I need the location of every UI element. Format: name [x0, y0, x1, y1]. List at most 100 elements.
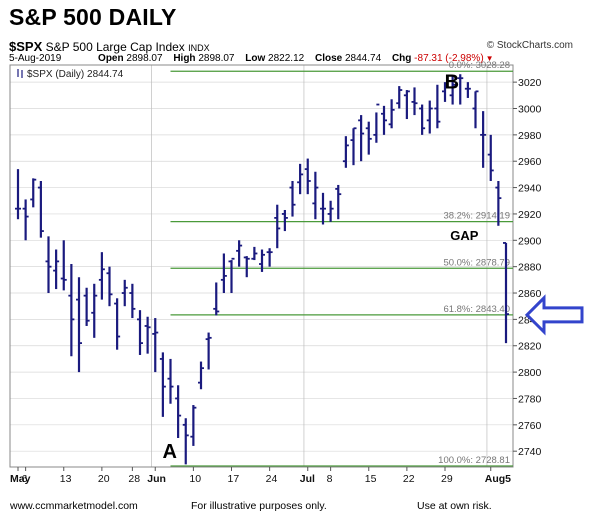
y-tick-label: 2800	[518, 367, 542, 379]
ohlc-bar	[381, 105, 387, 135]
ohlc-bar	[464, 82, 471, 98]
ohlc-bar	[167, 358, 174, 404]
left-arrow-icon	[524, 294, 584, 336]
ohlc-bar	[403, 90, 410, 120]
source-credit: © StockCharts.com	[486, 40, 573, 51]
change-stat: Chg -87.31 (-2.98%) ▼	[391, 53, 494, 64]
ohlc-bar	[152, 318, 159, 373]
ohlc-bar	[45, 236, 52, 294]
annotations: A B GAP	[17, 69, 584, 463]
ohlc-bar	[274, 204, 281, 249]
x-tick-label: Jul	[300, 473, 315, 485]
ohlc-bar	[106, 266, 113, 307]
x-tick-label: 24	[266, 473, 278, 485]
ohlc-bar	[114, 298, 121, 350]
y-tick-label: 2740	[518, 446, 542, 458]
ohlc-bar	[480, 111, 487, 168]
x-tick-label: 29	[441, 473, 453, 485]
ohlc-bars	[15, 74, 509, 465]
y-tick-label: 2820	[518, 341, 542, 353]
legend-text: $SPX (Daily) 2844.74	[27, 69, 124, 80]
fib-label: 100.0%: 2728.81	[438, 455, 510, 466]
x-tick-label: 15	[365, 473, 377, 485]
ticker-symbol: $SPX	[9, 39, 43, 54]
exchange-label: INDX	[188, 43, 210, 53]
ohlc-bar	[342, 136, 349, 168]
plot-border	[9, 64, 514, 468]
x-tick-label: 13	[60, 473, 72, 485]
x-tick-label: 22	[403, 473, 415, 485]
ohlc-bar	[335, 184, 342, 220]
ohlc-bar	[243, 256, 250, 278]
y-tick-label: 2860	[518, 288, 542, 300]
ohlc-bar	[304, 158, 311, 195]
ohlc-bar	[22, 199, 29, 241]
ohlc-bar	[495, 180, 502, 226]
high-stat: High 2898.07	[173, 53, 235, 64]
ohlc-bar	[213, 282, 220, 316]
ohlc-bar	[350, 127, 357, 166]
ohlc-bar	[190, 405, 197, 446]
x-tick-label: May	[10, 473, 31, 485]
x-tick-label: Jun	[147, 473, 166, 485]
index-name: S&P 500 Large Cap Index	[45, 40, 185, 54]
ohlc-bar	[487, 134, 494, 181]
ohlc-bar	[312, 171, 319, 220]
x-tick-label: 10	[189, 473, 201, 485]
y-tick-label: 2940	[518, 183, 542, 195]
axes: 2740276027802800282028402860288029002920…	[10, 77, 542, 485]
ohlc-bar	[37, 180, 44, 238]
annotation-gap: GAP	[450, 228, 479, 243]
ohlc-bar	[281, 209, 288, 232]
fib-label: 61.8%: 2843.40	[443, 304, 510, 315]
ohlc-bar	[137, 310, 143, 355]
x-tick-label: Aug5	[485, 473, 511, 485]
y-tick-label: 2920	[518, 209, 542, 221]
ohlc-bar	[91, 283, 98, 338]
fib-label: 0.0%: 3028.28	[449, 60, 510, 71]
ohlc-bar	[289, 180, 296, 217]
down-triangle-icon: ▼	[485, 54, 494, 63]
ohlc-bar	[236, 240, 243, 267]
ohlc-bar	[320, 192, 326, 225]
footer-risk: Use at own risk.	[417, 500, 492, 512]
y-tick-label: 2980	[518, 130, 542, 142]
ohlc-bar	[327, 200, 334, 222]
ohlc-bar	[144, 316, 151, 354]
ohlc-bar	[15, 169, 21, 220]
ohlc-bar	[60, 240, 67, 291]
ohlc-bar	[411, 87, 418, 116]
y-tick-label: 2900	[518, 235, 542, 247]
date-label: 5-Aug-2019	[9, 53, 62, 64]
low-stat: Low 2822.12	[245, 53, 305, 64]
ohlc-bar	[251, 246, 258, 261]
x-tick-label: 20	[98, 473, 110, 485]
y-tick-label: 2880	[518, 262, 542, 274]
annotation-b: B	[445, 72, 459, 94]
x-tick-label: 17	[228, 473, 240, 485]
ohlc-bar	[228, 257, 235, 294]
ohlc-bar	[68, 264, 75, 357]
ohlc-bar	[129, 283, 136, 319]
ohlc-bar	[426, 100, 433, 134]
fibonacci-levels: 0.0%: 3028.28 38.2%: 2914.19 50.0%: 2878.7…	[170, 60, 513, 467]
open-stat: Open 2898.07	[98, 53, 163, 64]
footer-disclaimer: For illustrative purposes only.	[191, 500, 327, 512]
ohlc-bar	[358, 115, 365, 162]
ohlc-bar	[205, 332, 212, 370]
ohlc-bar	[175, 385, 182, 439]
ohlc-bar	[442, 82, 448, 102]
ohlc-bar	[182, 418, 189, 465]
y-tick-label: 2760	[518, 420, 542, 432]
ohlc-bar	[457, 74, 464, 105]
y-tick-label: 2780	[518, 393, 542, 405]
ohlc-bar	[159, 352, 166, 417]
ohlc-bar	[503, 242, 509, 344]
ohlc-bar	[220, 253, 227, 294]
footer-website[interactable]: www.ccmmarketmodel.com	[10, 500, 138, 512]
y-tick-label: 3020	[518, 77, 542, 89]
ohlc-bar	[396, 86, 403, 109]
x-tick-label: 8	[327, 473, 333, 485]
ohlc-bar	[365, 121, 372, 155]
ohlc-bar	[259, 249, 265, 272]
